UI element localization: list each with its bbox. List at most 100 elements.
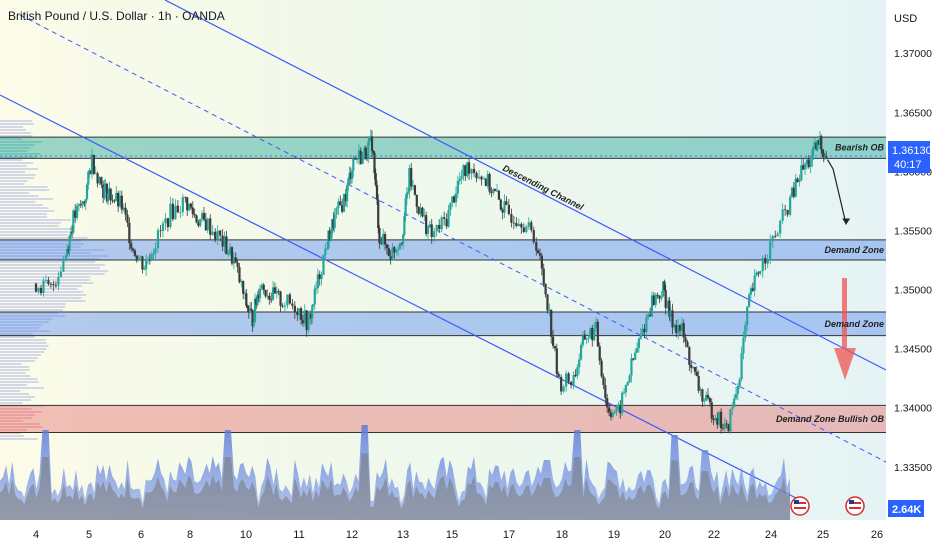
price-tag-box [888, 141, 930, 173]
candle-body [632, 358, 635, 360]
profile-bar [0, 204, 44, 206]
candle-body [705, 394, 708, 401]
candle-body [279, 291, 282, 306]
candle-body [792, 187, 795, 197]
label-demand-bullish-ob: Demand Zone Bullish OB [776, 414, 885, 424]
candle-body [166, 218, 170, 228]
candle-body [238, 267, 241, 283]
candle-body [271, 287, 275, 300]
candle-body [104, 183, 107, 187]
candle-body [308, 313, 311, 318]
candle-body [98, 177, 101, 184]
candle-body [682, 323, 685, 338]
candle-body [339, 201, 342, 206]
profile-bar [0, 210, 55, 212]
candle-body [604, 385, 607, 399]
profile-bar [0, 267, 100, 269]
channel-upper-line[interactable] [164, 0, 887, 371]
candle-body [227, 254, 230, 255]
candle-body [77, 204, 81, 206]
candle-body [510, 214, 513, 223]
profile-bar [0, 231, 69, 233]
candle-body [242, 281, 245, 294]
candle-body [201, 213, 204, 219]
profile-bar [0, 159, 23, 161]
profile-bar [0, 381, 39, 383]
candle-body [600, 360, 603, 377]
profile-bar [0, 132, 32, 134]
candle-body [759, 271, 762, 274]
profile-bar [0, 408, 32, 410]
profile-bar [0, 192, 30, 194]
candle-body [417, 206, 420, 214]
candle-body [191, 207, 194, 215]
candle-body [243, 293, 247, 295]
us-flag-icon[interactable] [790, 496, 810, 516]
profile-bar [0, 357, 38, 359]
candle-body [477, 176, 481, 179]
candle-body [117, 192, 120, 207]
candle-body [809, 159, 812, 168]
candle-body [530, 222, 533, 231]
candle-body [146, 259, 150, 261]
candle-body [219, 230, 222, 236]
channel-lower-line[interactable] [0, 94, 801, 501]
candle-body [59, 271, 62, 278]
candle-body [537, 250, 540, 254]
profile-bar [0, 270, 109, 272]
candle-body [695, 371, 698, 377]
candle-body [527, 222, 530, 227]
candle-body [64, 256, 67, 261]
candle-body [216, 230, 219, 240]
profile-bar [0, 195, 39, 197]
candle-body [753, 275, 756, 291]
candle-body [445, 218, 448, 227]
candle-body [805, 159, 809, 164]
profile-bar [0, 138, 22, 140]
candle-body [331, 219, 334, 234]
profile-bar [0, 186, 48, 188]
candle-body [686, 341, 689, 348]
candle-body [277, 291, 280, 292]
candle-body [184, 197, 187, 198]
candle-body [229, 247, 232, 255]
us-flag-icon[interactable] [845, 496, 865, 516]
candle-body [352, 158, 355, 171]
profile-bar [0, 420, 24, 422]
candle-body [346, 185, 349, 202]
profile-bar [0, 243, 85, 245]
candle-body [126, 214, 129, 223]
candle-body [281, 305, 284, 307]
zone-demand-1 [0, 239, 886, 260]
candle-body [74, 210, 77, 218]
candle-body [451, 196, 454, 203]
candle-body [174, 205, 177, 220]
profile-bar [0, 234, 69, 236]
candle-body [404, 198, 407, 217]
profile-bar [0, 429, 27, 431]
candle-body [54, 284, 58, 286]
candle-body [84, 198, 87, 204]
x-tick-label: 18 [556, 529, 568, 541]
candle-body [234, 257, 237, 263]
candle-body [66, 249, 69, 257]
candle-body [466, 162, 469, 176]
profile-bar [0, 279, 91, 281]
candle-body [544, 284, 547, 295]
candle-body [374, 173, 377, 186]
candle-body [312, 304, 315, 306]
candle-body [490, 191, 493, 193]
candle-body [684, 337, 687, 342]
candle-body [435, 224, 438, 232]
profile-bar [0, 282, 94, 284]
profile-bar [0, 336, 35, 338]
candle-body [727, 424, 730, 432]
candle-body [337, 201, 340, 209]
candle-body [253, 298, 257, 323]
candle-body [669, 310, 672, 317]
profile-bar [0, 171, 26, 173]
x-tick-label: 15 [446, 529, 458, 541]
candle-body [645, 317, 648, 332]
